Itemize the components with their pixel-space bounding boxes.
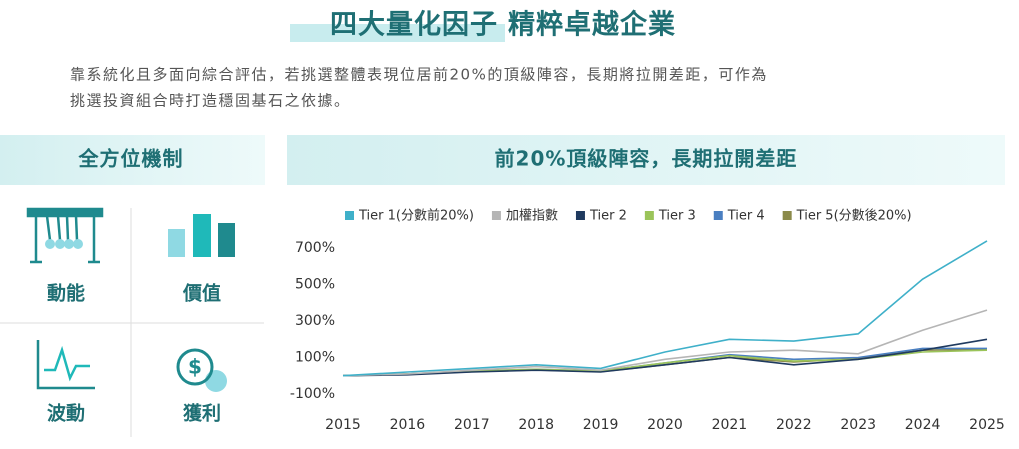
x-tick-label: 2018 [518,417,554,433]
legend-swatch [345,211,354,220]
x-tick-label: 2025 [969,417,1005,433]
factor-label: 動能 [47,282,85,305]
legend-label: Tier 1(分數前20%) [358,208,474,224]
series-line [342,338,988,377]
y-tick-label: -100% [290,386,335,402]
y-tick-label: 100% [295,349,335,365]
x-tick-label: 2022 [776,417,812,433]
panel-header [287,135,1005,185]
x-tick-label: 2019 [583,417,619,433]
legend-label: Tier 4 [727,209,765,224]
y-tick-label: 300% [295,313,335,329]
series-line [342,309,988,377]
legend-swatch [644,211,654,220]
legend-swatch [782,211,792,220]
title-text: 精粹卓越企業 [508,9,676,41]
legend-label: Tier 2 [589,209,627,224]
icon-momentum [26,207,104,264]
series-line [342,240,988,377]
x-tick-label: 2024 [905,417,941,433]
x-tick-label: 2016 [390,417,426,433]
legend-swatch [713,211,723,220]
x-tick-label: 2021 [712,417,748,433]
title-highlight-text: 四大量化因子 [330,10,498,41]
x-tick-label: 2015 [325,417,361,433]
y-tick-label: 700% [295,240,335,256]
icon-profit: $ [176,348,227,392]
description: 挑選投資組合時打造穩固基石之依據。 [70,92,351,110]
panel-title: 全方位機制 [78,147,184,171]
factor-label: 波動 [47,402,85,425]
x-tick-label: 2020 [647,417,683,433]
legend-swatch [491,211,501,220]
legend-label: Tier 5(分數後20%) [796,209,912,224]
title-highlight [290,24,505,42]
factor-label: 價值 [182,282,221,305]
legend-swatch [575,211,585,220]
y-tick-label: 500% [295,277,335,293]
icon-volatility [36,340,95,390]
description: 靠系統化且多面向綜合評估，若挑選整體表現位居前20%的頂級陣容，長期將拉開差距，… [70,66,768,84]
legend-label: Tier 3 [658,209,696,224]
icon-value [168,214,235,257]
legend-label: 加權指數 [506,209,558,224]
factor-label: 獲利 [183,402,221,425]
x-tick-label: 2023 [840,417,876,433]
panel-header [0,135,265,185]
svg-text:$: $ [188,355,202,379]
chart-title: 前20%頂級陣容，長期拉開差距 [495,147,798,171]
x-tick-label: 2017 [454,417,490,433]
